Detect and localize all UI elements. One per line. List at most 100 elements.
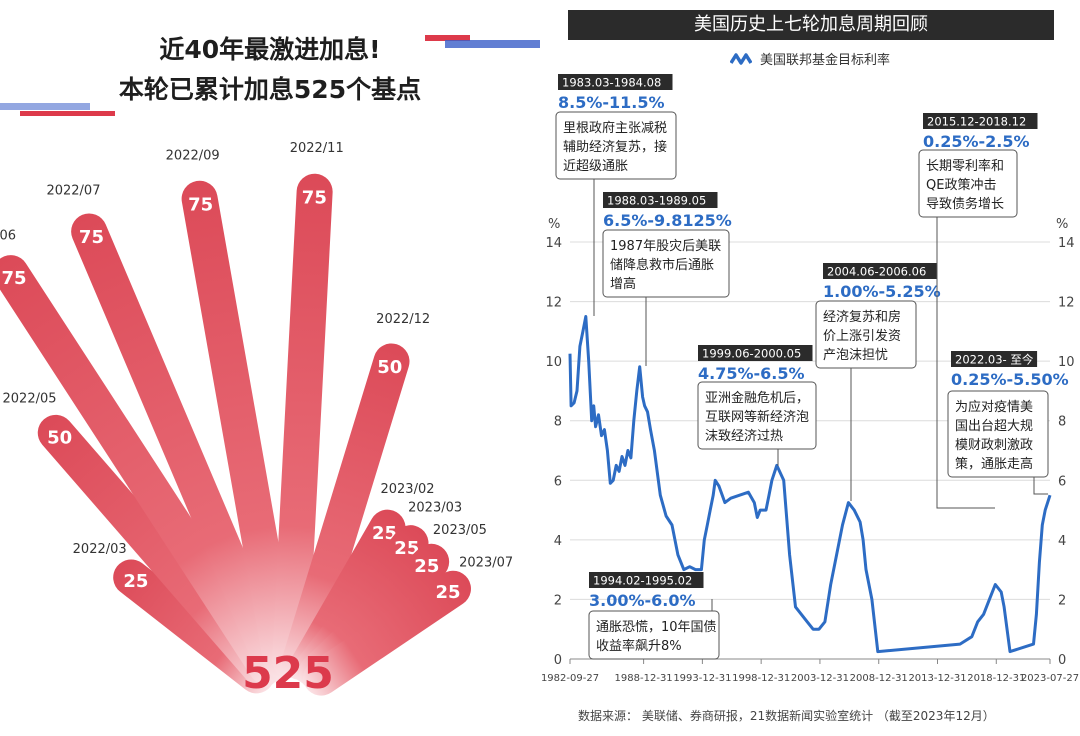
annotation: 2004.06-2006.06 1.00%-5.25% 经济复苏和房价上涨引发资产泡… [815,263,941,501]
annotation-note-line: 互联网等新经济泡 [705,409,809,425]
annotation-period: 2004.06-2006.06 [827,265,926,279]
annotation-range: 4.75%-6.5% [698,364,805,383]
annotation-note-line: 价上涨引发资 [823,328,901,344]
annotation-range: 8.5%-11.5% [558,93,665,112]
annotation-period-bg [558,74,673,90]
fan-bar-value: 25 [372,523,397,544]
y-tick-label-left: 8 [554,415,562,430]
annotation-period-bg [698,345,813,361]
annotation: 1983.03-1984.08 8.5%-11.5% 里根政府主张减税辅助经济复苏，… [555,74,677,316]
y-tick-label-left: 6 [554,474,562,489]
annotation-note-line: 长期零利率和 [926,158,1004,174]
annotation-box [947,390,1049,478]
annotation-note-line: 辅助经济复苏，接 [563,139,667,155]
annotation-period-bg [823,263,938,279]
annotation: 1988.03-1989.05 6.5%-9.8125% 1987年股灾后美联储降息… [602,192,732,366]
x-tick-label: 1998-12-31 [732,673,790,684]
fan-bar-date: 2022/03 [73,542,127,557]
annotation: 1994.02-1995.02 3.00%-6.0% 通胀恐慌，10年国债收益率飙升… [588,572,720,660]
source-note: 数据来源： 美联储、券商研报，21数据新闻实验室统计 （截至2023年12月） [578,709,995,723]
annotation-box [602,229,730,298]
fan-bar-date: 2023/02 [380,482,434,497]
fan-bar-date: 2022/12 [376,312,430,327]
annotation-note-line: 国出台超大规 [955,419,1033,434]
annotation-period: 1983.03-1984.08 [562,76,661,90]
annotation-note-line: 为应对疫情美 [955,399,1033,415]
annotation-note-line: 策，通胀走高 [955,456,1033,472]
y-tick-label-right: 4 [1058,534,1066,549]
x-tick-label: 2013-12-31 [908,673,966,684]
fan-bar-date: 2023/07 [459,555,513,570]
fan-bar [71,213,291,682]
annotation-note-line: 模财政刺激政 [955,438,1033,453]
y-tick-label-left: 12 [545,296,562,311]
annotation-box [918,149,1018,218]
y-tick-label-right: 8 [1058,415,1066,430]
annotation: 1999.06-2000.05 4.75%-6.5% 亚洲金融危机后， 互联网等新经济… [697,345,817,466]
annotation-period: 2022.03- 至今 [955,353,1034,367]
fan-bar-date: 2023/05 [433,523,487,538]
y-tick-label-right: 12 [1058,296,1075,311]
left-title-line2: 本轮已累计加息525个基点 [118,75,422,104]
y-tick-label-left: 0 [554,653,562,668]
annotation-note-line: QE政策冲击 [926,177,996,193]
fan-bar-group: 25 [303,570,471,696]
x-tick-label: 1988-12-31 [615,673,673,684]
fan-bar [281,343,410,680]
annotation-note-line: 通胀恐慌，10年国债 [596,620,717,635]
annotation-note-line: 储降息救市后通胀 [610,257,714,273]
annotation: 2022.03- 至今 0.25%-5.50% 为应对疫情美国出台超大规模财政刺激政… [947,351,1069,495]
y-tick-label-left: 10 [545,355,562,370]
fan-bar-group: 75 [0,255,285,685]
fan-bar-value: 25 [414,556,439,577]
total-bp-label: 525 [242,648,334,699]
annotation-period: 1988.03-1989.05 [607,194,706,208]
annotation-note-line: 里根政府主张减税 [563,121,667,136]
fan-bar-value: 75 [302,188,327,209]
fan-bar [303,570,471,696]
y-tick-label-right: 10 [1058,355,1075,370]
annotation-note-line: 产泡沫担忧 [823,348,888,363]
annotation-note-line: 沫致经济过热 [705,429,783,444]
annotation-box [697,381,817,450]
annotation-note-line: 增高 [610,276,636,292]
annotation-range: 3.00%-6.0% [589,591,696,610]
fan-bar-value: 75 [2,268,27,289]
fan-bar-value: 75 [188,195,213,216]
annotation-period: 1999.06-2000.05 [702,347,801,361]
annotation-note-line: 1987年股灾后美联 [610,238,721,254]
annotation-range: 0.25%-5.50% [951,370,1069,389]
x-tick-label: 2008-12-31 [850,673,908,684]
y-unit-left: % [548,217,560,232]
legend: 美国联邦基金目标利率 [730,49,890,68]
annotation-box [588,610,720,660]
fan-bar [181,180,300,679]
annotation-note-line: 收益率飙升8% [596,638,682,654]
y-tick-label-left: 2 [554,593,562,608]
annotation-period: 2015.12-2018.12 [927,115,1026,129]
fan-bar-group: 75 [272,173,333,679]
annotation-period-bg [589,572,704,588]
fan-bar-date: 2023/03 [408,501,462,516]
deco-stripe-blue-2 [445,40,540,48]
deco-stripe-blue [0,103,90,110]
fan-bar-value: 25 [123,571,148,592]
deco-stripe-red-2 [425,35,470,41]
x-tick-label: 1982-09-27 [541,673,599,684]
deco-stripe-red [20,111,115,116]
fan-bar-date: 2022/05 [3,392,57,407]
y-tick-label-right: 6 [1058,474,1066,489]
fan-bar-value: 25 [394,538,419,559]
annotation-range: 1.00%-5.25% [823,282,941,301]
fan-bar-group: 75 [71,213,291,682]
annotation-period-bg [923,113,1038,129]
annotation-box [815,300,917,369]
fan-bar-group: 75 [181,180,300,679]
annotation-note-line: 近超级通胀 [563,159,628,174]
y-tick-label-left: 14 [545,236,562,251]
fan-bar-value: 25 [435,582,460,603]
fan-bar-value: 50 [377,357,402,378]
y-tick-label-right: 14 [1058,236,1075,251]
